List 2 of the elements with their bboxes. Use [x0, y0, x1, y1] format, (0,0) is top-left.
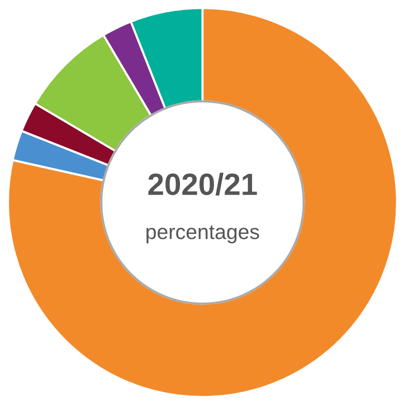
text: 2020/21 [148, 172, 257, 196]
text: percentages [146, 226, 260, 244]
